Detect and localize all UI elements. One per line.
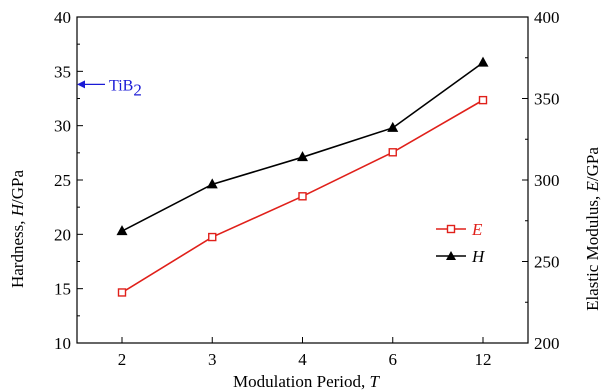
x-tick-label: 4	[298, 350, 307, 369]
legend-label-e: E	[471, 220, 483, 239]
series-layer	[116, 56, 489, 297]
x-tick-label: 3	[208, 350, 217, 369]
legend: E H	[436, 220, 486, 266]
left-tick-label: 10	[54, 334, 71, 353]
left-axis-ticks: 10 15 20 25 30 35 40	[54, 8, 83, 353]
point-h	[206, 178, 218, 189]
left-tick-label: 25	[54, 171, 71, 190]
legend-item-h: H	[436, 247, 486, 266]
x-tick-label: 6	[389, 350, 398, 369]
tib2-arrow-head	[77, 80, 85, 89]
right-tick-label: 200	[534, 334, 560, 353]
legend-marker-e	[446, 224, 456, 234]
x-axis-title: Modulation Period, T	[233, 372, 380, 391]
tib2-label: TiB2	[109, 77, 142, 99]
x-tick-label: 12	[475, 350, 492, 369]
right-axis-title-var: E	[583, 180, 602, 192]
left-tick-label: 20	[54, 225, 71, 244]
x-axis-ticks: 2 3 4 6 12	[118, 337, 492, 369]
tib2-label-main: TiB	[109, 77, 133, 94]
right-tick-label: 250	[534, 253, 560, 272]
legend-marker-h	[446, 251, 456, 260]
left-tick-label: 40	[54, 8, 71, 27]
left-axis-title-unit: /GPa	[8, 170, 27, 204]
point-e	[117, 288, 127, 297]
point-e	[478, 95, 488, 105]
legend-item-e: E	[436, 220, 483, 239]
left-tick-label: 35	[54, 62, 71, 81]
point-h	[297, 151, 308, 162]
point-e	[388, 148, 397, 157]
plot-border	[76, 16, 529, 344]
left-tick-label: 30	[54, 117, 71, 136]
point-h	[387, 121, 399, 132]
right-tick-label: 350	[534, 90, 560, 109]
left-axis-title-text: Hardness,	[8, 216, 27, 288]
point-h	[477, 56, 489, 67]
right-axis-title: Elastic Modulus, E/GPa	[583, 147, 602, 311]
x-axis-title-var: T	[370, 372, 381, 391]
right-tick-label: 400	[534, 8, 560, 27]
series-line-h	[121, 61, 484, 232]
right-axis-ticks: 200 250 300 350 400	[522, 8, 560, 353]
point-e	[298, 192, 307, 201]
legend-label-h: H	[471, 247, 486, 266]
point-e	[208, 232, 217, 242]
x-tick-label: 2	[118, 350, 127, 369]
tib2-label-subscript: 2	[133, 80, 142, 99]
tib2-annotation: TiB2	[77, 77, 142, 99]
point-h	[116, 225, 128, 236]
right-axis-title-unit: /GPa	[583, 147, 602, 181]
right-axis-title-text: Elastic Modulus,	[583, 191, 602, 310]
plot-frame	[76, 16, 529, 344]
left-axis-title: Hardness, H/GPa	[8, 170, 27, 289]
right-tick-label: 300	[534, 171, 560, 190]
x-axis-title-text: Modulation Period,	[233, 372, 369, 391]
left-tick-label: 15	[54, 280, 71, 299]
left-axis-title-var: H	[8, 202, 27, 217]
